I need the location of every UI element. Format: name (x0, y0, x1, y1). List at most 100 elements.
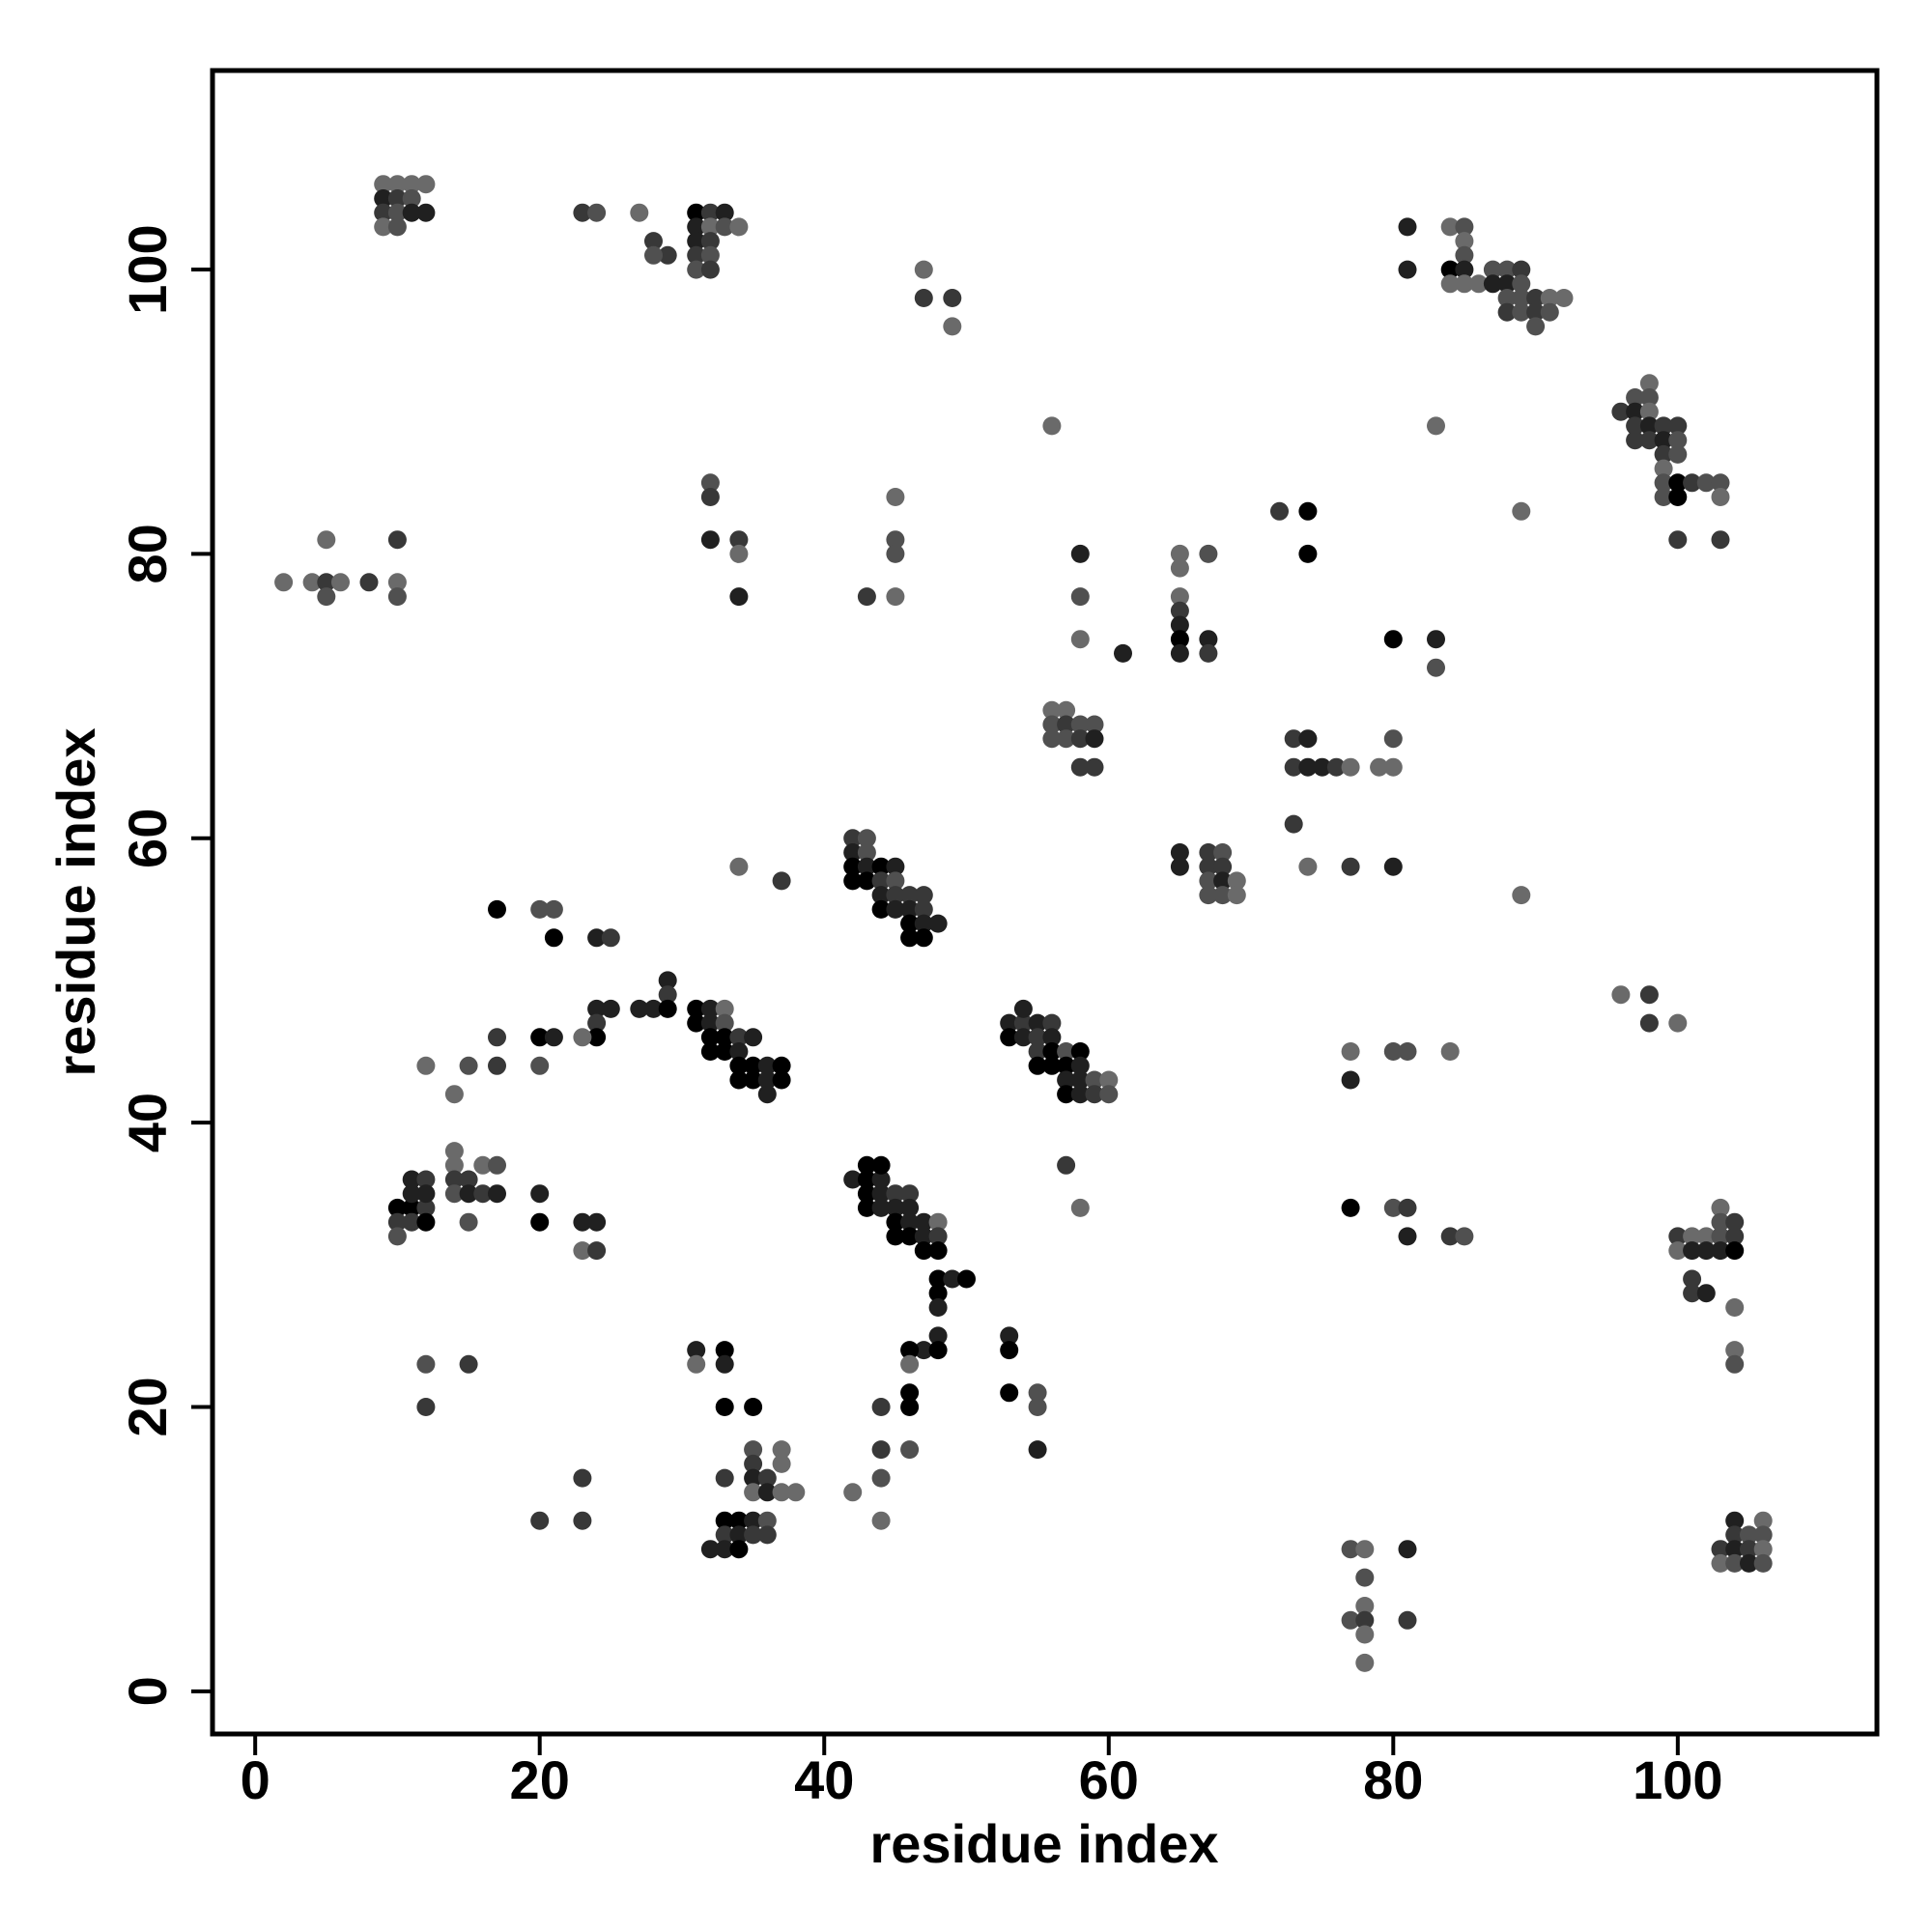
contact-point (857, 843, 876, 862)
contact-point (1355, 1540, 1375, 1559)
contact-point (1711, 1241, 1730, 1261)
contact-point (658, 245, 677, 265)
contact-point (886, 488, 905, 506)
contact-point (374, 203, 393, 222)
contact-point (1725, 1540, 1745, 1559)
contact-point (530, 1056, 550, 1075)
contact-point (886, 1198, 905, 1217)
contact-point (900, 928, 920, 948)
contact-point (1057, 1056, 1076, 1075)
contact-point (1725, 1525, 1745, 1545)
contact-point (1725, 1511, 1745, 1530)
contact-point (1668, 488, 1688, 506)
contact-point (473, 1184, 493, 1204)
contact-point (729, 1056, 749, 1075)
contact-point (1383, 1198, 1403, 1217)
contact-point (1099, 1070, 1119, 1090)
contact-point (416, 1170, 436, 1189)
contact-point (416, 203, 436, 222)
contact-point (1341, 1610, 1360, 1630)
contact-point (573, 1511, 592, 1530)
contact-point (1398, 1610, 1417, 1630)
contact-point (601, 999, 620, 1018)
contact-point (757, 1085, 777, 1104)
contact-point (1455, 1227, 1474, 1246)
contact-point (1284, 757, 1303, 777)
contact-point (1740, 1540, 1758, 1559)
contact-point (1711, 1540, 1730, 1559)
contact-point (1057, 700, 1076, 720)
contact-point (1668, 1013, 1688, 1033)
contact-point (687, 1013, 706, 1033)
contact-point (1483, 274, 1502, 294)
contact-point (1626, 388, 1645, 407)
contact-point (886, 530, 905, 550)
contact-point (1512, 274, 1531, 294)
contact-point (416, 1198, 436, 1217)
contact-point (1711, 1227, 1730, 1246)
contact-point (1626, 402, 1645, 421)
contact-point (715, 1341, 734, 1360)
contact-point (1683, 473, 1702, 493)
contact-point (744, 1511, 763, 1530)
contact-point (687, 217, 706, 237)
contact-point (1639, 1013, 1659, 1033)
contact-point (1398, 1198, 1417, 1217)
contact-point (772, 1483, 791, 1502)
contact-point (871, 1184, 891, 1204)
contact-point (1711, 1553, 1730, 1573)
contact-point (1042, 1013, 1062, 1033)
contact-point (687, 245, 706, 265)
contact-point (1199, 643, 1218, 663)
y-tick-label: 40 (117, 1093, 178, 1152)
contact-point (1028, 1440, 1047, 1460)
contact-point (317, 530, 336, 550)
contact-point (644, 232, 663, 251)
contact-point (772, 1440, 791, 1460)
contact-point (302, 573, 322, 592)
contact-point (700, 232, 720, 251)
contact-point (957, 1269, 976, 1289)
contact-point (1711, 1212, 1730, 1232)
contact-point (900, 1212, 920, 1232)
contact-point (1042, 1042, 1062, 1061)
contact-point (1170, 630, 1189, 649)
contact-point (1341, 1042, 1360, 1061)
contact-point (1170, 643, 1189, 663)
contact-point (715, 999, 734, 1018)
contact-point (387, 587, 407, 607)
contact-point (700, 473, 720, 493)
contact-point (1626, 431, 1645, 450)
contact-point (715, 1468, 734, 1488)
contact-point (1013, 999, 1033, 1018)
contact-point (757, 1056, 777, 1075)
contact-point (644, 999, 663, 1018)
contact-point (1740, 1553, 1758, 1573)
contact-point (416, 1398, 436, 1416)
contact-point (886, 871, 905, 891)
contact-point (1725, 1227, 1745, 1246)
contact-point (871, 857, 891, 876)
contact-point (1227, 886, 1246, 905)
contact-point (1099, 1085, 1119, 1104)
contact-point (1213, 843, 1233, 862)
contact-point (1042, 700, 1062, 720)
contact-point (871, 1155, 891, 1175)
contact-point (1057, 729, 1076, 749)
contact-point (843, 843, 863, 862)
contact-point (786, 1483, 806, 1502)
contact-point (772, 1454, 791, 1473)
contact-point (700, 1540, 720, 1559)
contact-point (729, 1540, 749, 1559)
contact-point (402, 189, 421, 208)
contact-point (1668, 1241, 1688, 1261)
contact-point (1626, 416, 1645, 436)
contact-point (573, 1241, 592, 1261)
contact-point (729, 1028, 749, 1047)
contact-point (587, 203, 607, 222)
contact-point (402, 175, 421, 194)
contact-point (274, 573, 294, 592)
contact-point (700, 245, 720, 265)
contact-point (914, 260, 933, 279)
contact-point (317, 587, 336, 607)
